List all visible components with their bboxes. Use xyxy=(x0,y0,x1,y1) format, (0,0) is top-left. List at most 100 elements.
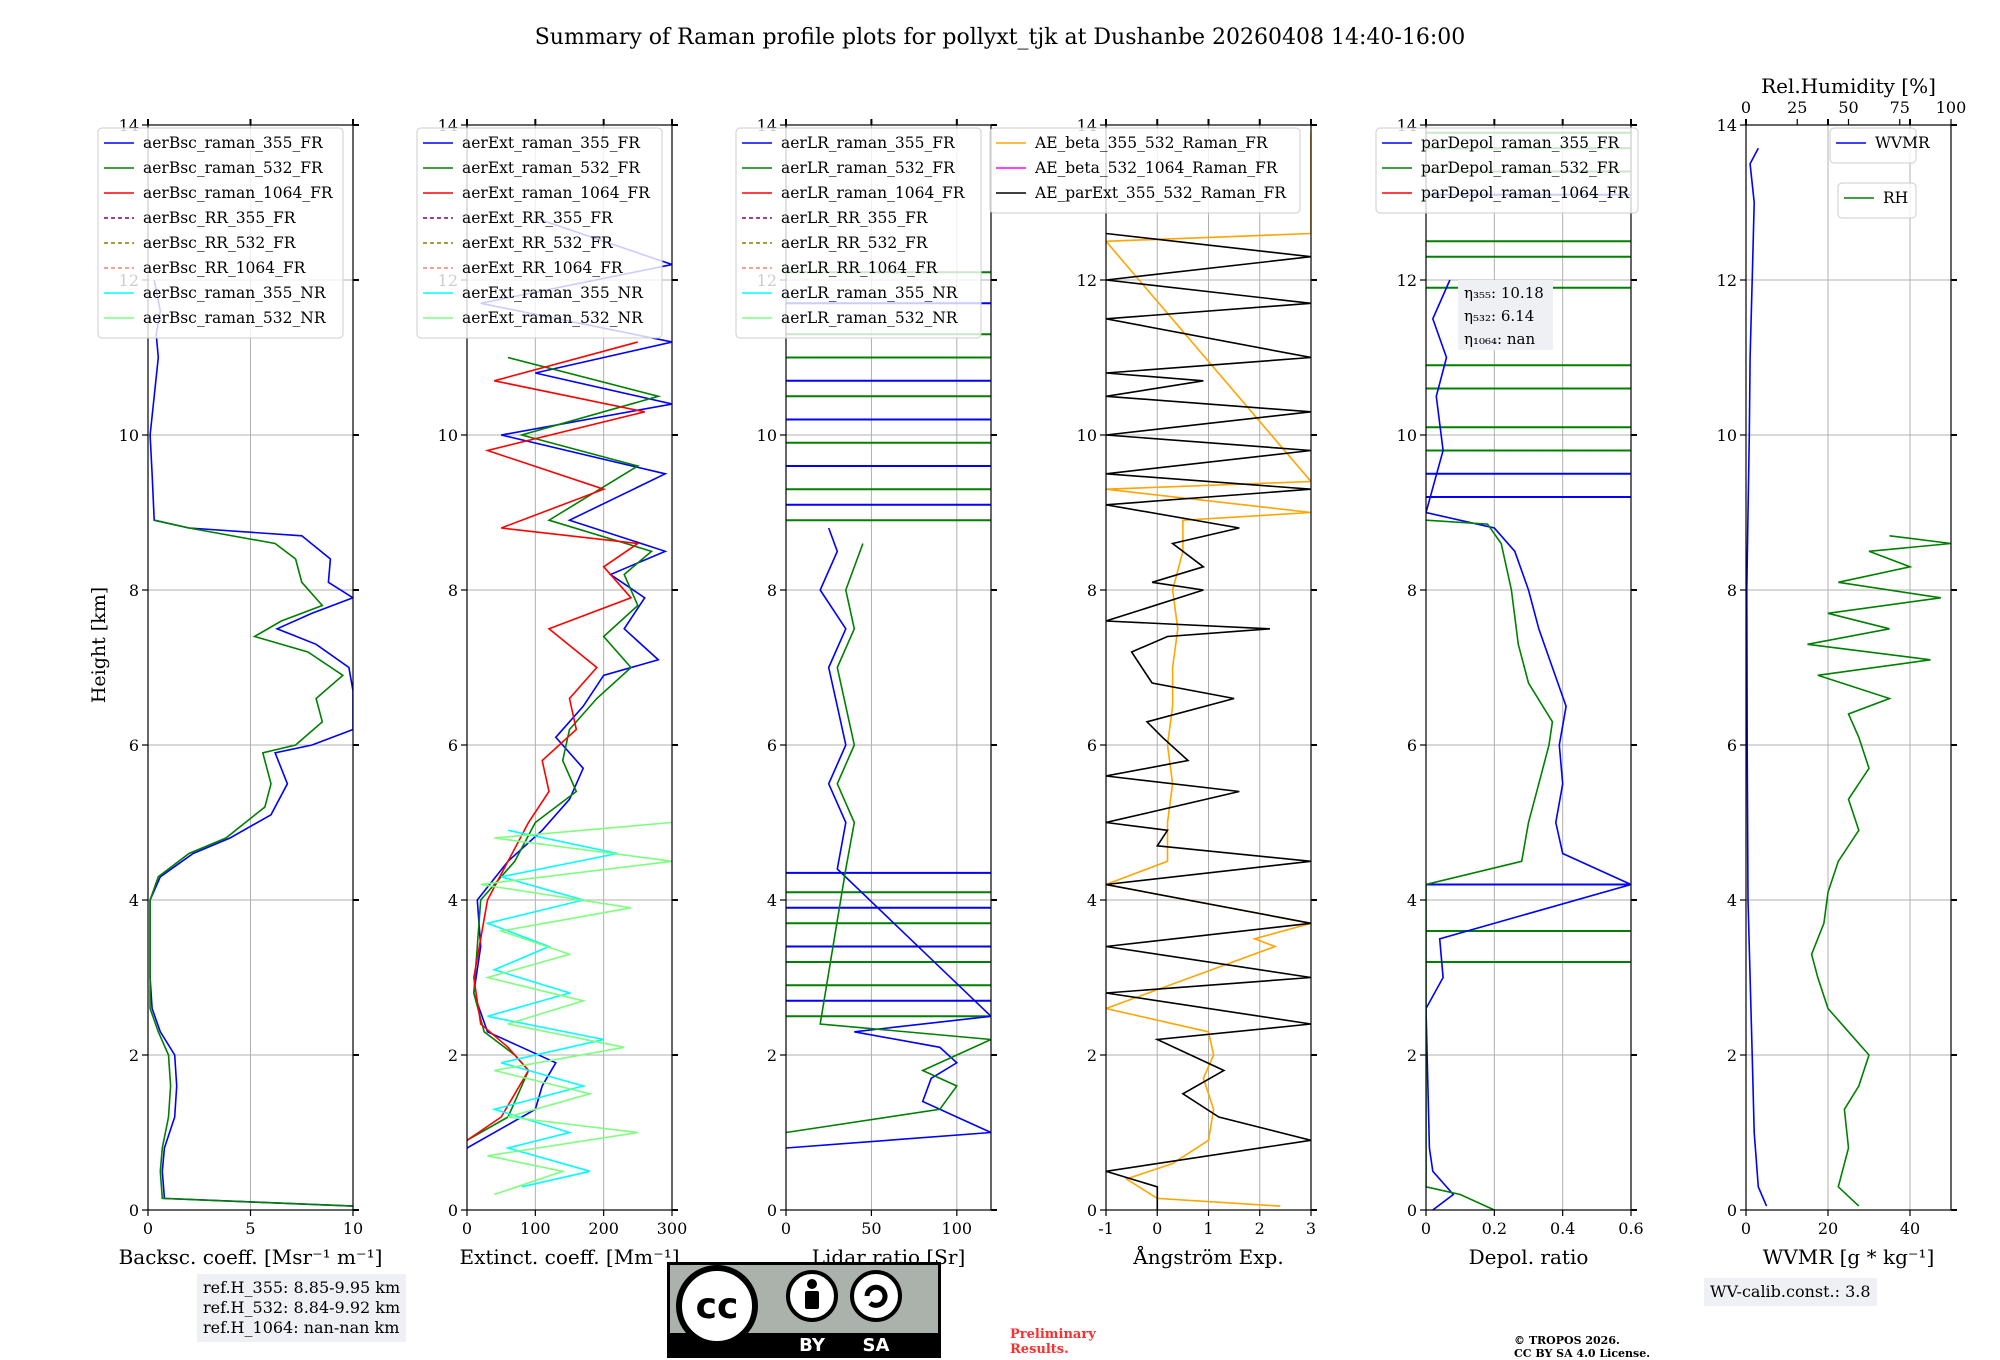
axes-frame xyxy=(785,124,992,1211)
axes-frame xyxy=(466,124,673,1211)
y-tick-label: 10 xyxy=(1717,426,1737,445)
legend2-wv: RH xyxy=(1837,182,1917,219)
series-line-AE_parExt_355_532_Raman_FR xyxy=(1106,232,1311,1210)
panel-bsc: 024681012140510Backsc. coeff. [Msr⁻¹ m⁻¹… xyxy=(97,116,383,1269)
plot-area-bsc xyxy=(149,279,353,1207)
x2-tick-label: 25 xyxy=(1787,98,1807,117)
y-tick-label: 14 xyxy=(1717,116,1737,135)
y-tick-label: 8 xyxy=(448,581,458,600)
ref-height-1064: ref.H_1064: nan-nan km xyxy=(203,1318,400,1337)
copyright-line-2: CC BY SA 4.0 License. xyxy=(1514,1347,1651,1360)
axes-frame xyxy=(1745,124,1952,1211)
y-tick-label: 0 xyxy=(448,1201,458,1220)
series-line-aerLR_raman_355_FR xyxy=(786,527,991,1149)
legend-ae: AE_beta_355_532_Raman_FR AE_beta_532_1064… xyxy=(989,127,1301,214)
ref-height-532: ref.H_532: 8.84-9.92 km xyxy=(203,1298,401,1317)
panel-ext: 024681012140100200300Extinct. coeff. [Mm… xyxy=(416,116,687,1269)
y-tick-label: 2 xyxy=(129,1046,139,1065)
copyright-line-1: © TROPOS 2026. xyxy=(1514,1334,1620,1347)
legend-frame xyxy=(1837,182,1917,219)
y-tick-label: 8 xyxy=(1087,581,1097,600)
y-tick-label: 8 xyxy=(1407,581,1417,600)
y-tick-label: 6 xyxy=(129,736,139,755)
legend-entry: aerExt_raman_532_FR xyxy=(462,159,641,177)
series-line-WVMR xyxy=(1746,147,1768,1207)
legend-wv: WVMR xyxy=(1829,127,1931,164)
y-tick-label: 8 xyxy=(767,581,777,600)
y-tick-label: 10 xyxy=(757,426,777,445)
y-tick-label: 0 xyxy=(1407,1201,1417,1220)
cc-by-text: BY xyxy=(799,1335,826,1356)
y-tick-label: 4 xyxy=(1727,891,1737,910)
copyright-note: © TROPOS 2026. CC BY SA 4.0 License. xyxy=(1514,1334,1650,1360)
series-line-aerBsc_raman_532_FR xyxy=(149,519,353,1207)
eta-entry: η₁₀₆₄: nan xyxy=(1464,330,1535,348)
legend-entry: parDepol_raman_532_FR xyxy=(1421,159,1621,177)
plot-area-ext xyxy=(467,217,672,1196)
x2-tick-label: 50 xyxy=(1838,98,1858,117)
legend-entry: parDepol_raman_355_FR xyxy=(1421,134,1621,152)
y-tick-label: 8 xyxy=(129,581,139,600)
x-tick-label: 50 xyxy=(861,1219,881,1238)
legend-frame xyxy=(989,127,1301,214)
legend-entry: aerExt_RR_532_FR xyxy=(462,234,614,252)
legend-entry: RH xyxy=(1883,189,1908,207)
legend-entry: WVMR xyxy=(1875,134,1931,152)
eta-entry: η₅₃₂: 6.14 xyxy=(1464,307,1534,325)
x-tick-label: 1 xyxy=(1203,1219,1213,1238)
x2-tick-label: 100 xyxy=(1936,98,1967,117)
legend-entry: AE_beta_532_1064_Raman_FR xyxy=(1034,159,1279,177)
x-tick-label: -1 xyxy=(1098,1219,1114,1238)
y-tick-label: 0 xyxy=(767,1201,777,1220)
x-tick-label: 0 xyxy=(143,1219,153,1238)
legend-entry: aerBsc_RR_1064_FR xyxy=(143,259,307,277)
series-line-aerExt_raman_1064_FR xyxy=(467,341,645,1141)
y-tick-label: 10 xyxy=(119,426,139,445)
series-line-aerLR_raman_532_FR xyxy=(786,543,991,1134)
wv-calibration-annotation: WV-calib.const.: 3.8 xyxy=(1704,1278,1877,1306)
legend-frame xyxy=(97,127,344,339)
y-tick-label: 0 xyxy=(1727,1201,1737,1220)
figure-title: Summary of Raman profile plots for polly… xyxy=(535,25,1466,50)
legend-frame xyxy=(735,127,982,339)
legend-entry: aerLR_raman_532_NR xyxy=(781,309,959,327)
x-tick-label: 0 xyxy=(462,1219,472,1238)
legend-entry: aerExt_RR_1064_FR xyxy=(462,259,624,277)
eta-entry: η₃₅₅: 10.18 xyxy=(1464,284,1544,302)
y-tick-label: 2 xyxy=(1407,1046,1417,1065)
plot-area-lr xyxy=(786,271,991,1149)
legend-frame xyxy=(416,127,663,339)
x-tick-label: 0 xyxy=(1152,1219,1162,1238)
legend-entry: aerBsc_raman_1064_FR xyxy=(143,184,334,202)
y-tick-label: 6 xyxy=(767,736,777,755)
series-line-AE_beta_355_532_Raman_FR xyxy=(1106,132,1311,1207)
x-tick-label: 0.2 xyxy=(1482,1219,1507,1238)
x-tick-label: 5 xyxy=(245,1219,255,1238)
legend-ext: aerExt_raman_355_FR aerExt_raman_532_FRae… xyxy=(416,127,663,339)
legend-entry: aerLR_raman_1064_FR xyxy=(781,184,966,202)
x-axis-label: Ångström Exp. xyxy=(1132,1244,1283,1269)
legend-entry: aerLR_raman_355_NR xyxy=(781,284,959,302)
preliminary-line-1: Preliminary xyxy=(1010,1327,1096,1342)
legend-entry: aerLR_RR_1064_FR xyxy=(781,259,939,277)
series-line-parDepol_raman_532_FR xyxy=(1426,519,1554,1210)
eta-annotation: η₃₅₅: 10.18 η₅₃₂: 6.14 η₁₀₆₄: nan xyxy=(1458,280,1553,350)
y-tick-label: 2 xyxy=(448,1046,458,1065)
y-tick-label: 6 xyxy=(448,736,458,755)
legend-entry: parDepol_raman_1064_FR xyxy=(1421,184,1630,202)
x-axis-label: WVMR [g * kg⁻¹] xyxy=(1763,1245,1935,1269)
series-line-aerExt_raman_355_NR xyxy=(484,829,618,1188)
legend-entry: aerExt_RR_355_FR xyxy=(462,209,614,227)
axes-frame xyxy=(1425,124,1632,1211)
x-axis-label: Backsc. coeff. [Msr⁻¹ m⁻¹] xyxy=(119,1245,383,1269)
legend-entry: aerExt_raman_532_NR xyxy=(462,309,644,327)
y-tick-label: 2 xyxy=(1087,1046,1097,1065)
x-tick-label: 20 xyxy=(1818,1219,1838,1238)
legend-entry: aerExt_raman_355_FR xyxy=(462,134,641,152)
y-tick-label: 10 xyxy=(438,426,458,445)
y-tick-label: 2 xyxy=(767,1046,777,1065)
series-line-aerBsc_raman_355_FR xyxy=(149,279,353,1207)
